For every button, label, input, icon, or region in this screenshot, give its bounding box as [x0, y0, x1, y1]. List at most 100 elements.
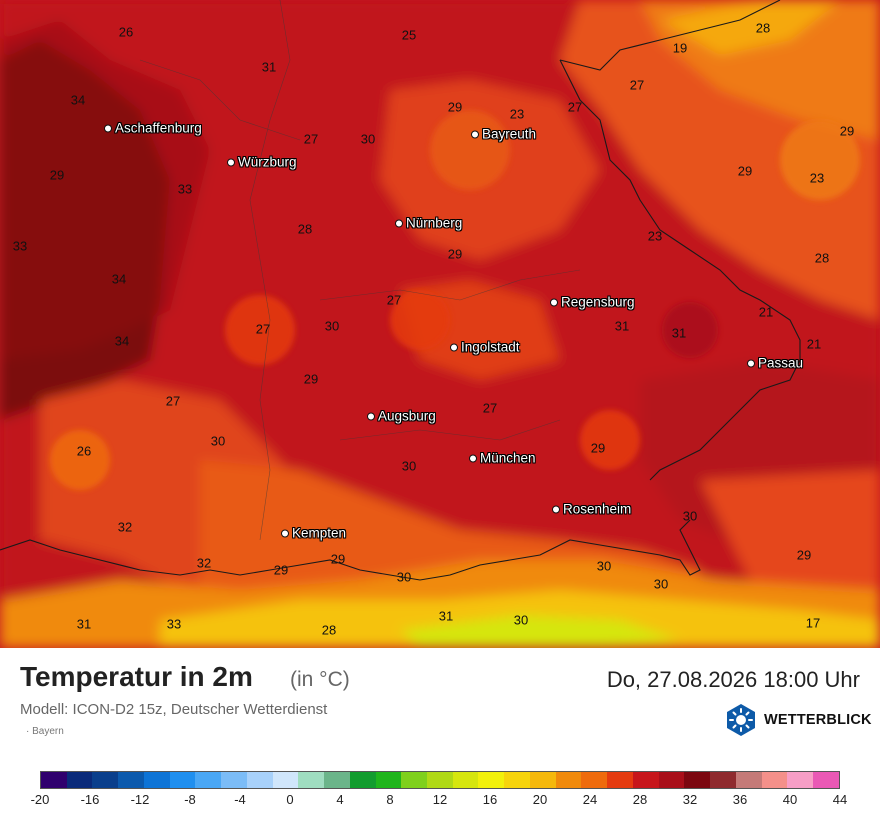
- city-dot-icon: [104, 124, 112, 132]
- unit-label: (in °C): [290, 668, 350, 691]
- legend-tick-label: 24: [582, 792, 598, 807]
- city-name: Würzburg: [238, 154, 297, 170]
- temperature-value: 34: [111, 271, 127, 287]
- legend-swatch: [169, 772, 196, 788]
- city-marker: Rosenheim: [552, 502, 631, 517]
- legend-tick-label: 16: [482, 792, 498, 807]
- temperature-value: 23: [647, 228, 663, 244]
- legend-swatch: [195, 772, 222, 788]
- temperature-value: 28: [755, 20, 771, 36]
- city-marker: Nürnberg: [395, 216, 462, 231]
- legend-tick-label: 4: [336, 792, 344, 807]
- city-dot-icon: [747, 359, 755, 367]
- temperature-value: 26: [118, 24, 134, 40]
- temperature-value: 28: [814, 250, 830, 266]
- city-name: Regensburg: [561, 294, 635, 310]
- legend-swatch: [324, 772, 350, 788]
- temperature-value: 29: [447, 246, 463, 262]
- city-name: Augsburg: [378, 408, 436, 424]
- legend-tick-label: -16: [80, 792, 100, 807]
- city-marker: München: [469, 451, 536, 466]
- city-dot-icon: [227, 158, 235, 166]
- temperature-value: 33: [166, 616, 182, 632]
- temperature-value: 30: [396, 569, 412, 585]
- legend-tick-label: 44: [832, 792, 848, 807]
- legend-swatch: [581, 772, 608, 788]
- city-dot-icon: [550, 298, 558, 306]
- wetterblick-logo: WETTERBLICK: [724, 703, 872, 737]
- temperature-value: 17: [805, 615, 821, 631]
- temperature-value: 29: [839, 123, 855, 139]
- legend-swatch: [427, 772, 453, 788]
- city-name: München: [480, 450, 536, 466]
- temperature-value: 31: [614, 318, 630, 334]
- temperature-value: 29: [447, 99, 463, 115]
- legend-swatch: [658, 772, 685, 788]
- temperature-value: 19: [672, 40, 688, 56]
- legend-swatch: [349, 772, 376, 788]
- legend-swatch: [813, 772, 839, 788]
- city-marker: Kempten: [281, 526, 346, 541]
- temperature-value: 31: [671, 325, 687, 341]
- temperature-value: 27: [165, 393, 181, 409]
- legend-tick-label: 36: [732, 792, 748, 807]
- legend-swatch: [246, 772, 273, 788]
- temperature-value: 30: [360, 131, 376, 147]
- temperature-value: 27: [482, 400, 498, 416]
- legend-tick-label: 40: [782, 792, 798, 807]
- legend-swatch: [529, 772, 556, 788]
- legend-tick-label: -8: [184, 792, 196, 807]
- legend-swatch: [221, 772, 247, 788]
- temperature-value: 33: [177, 181, 193, 197]
- city-dot-icon: [552, 505, 560, 513]
- temperature-value: 28: [297, 221, 313, 237]
- city-dot-icon: [471, 130, 479, 138]
- temperature-value: 30: [596, 558, 612, 574]
- temperature-value: 29: [49, 167, 65, 183]
- legend-tick-label: 8: [386, 792, 394, 807]
- legend-swatch: [272, 772, 299, 788]
- legend-swatch: [555, 772, 582, 788]
- legend-swatch: [710, 772, 736, 788]
- temperature-value: 30: [401, 458, 417, 474]
- temperature-value: 27: [303, 131, 319, 147]
- legend-swatch: [504, 772, 530, 788]
- temperature-value: 21: [806, 336, 822, 352]
- legend-tick-label: 12: [432, 792, 448, 807]
- city-marker: Bayreuth: [471, 127, 536, 142]
- region-label: · Bayern: [26, 726, 64, 737]
- city-name: Rosenheim: [563, 501, 632, 517]
- city-name: Ingolstadt: [461, 339, 520, 355]
- temperature-value: 23: [509, 106, 525, 122]
- legend-tick-label: 20: [532, 792, 548, 807]
- map-title: Temperatur in 2m: [20, 661, 253, 692]
- legend-swatch: [684, 772, 711, 788]
- legend-tick-label: 0: [286, 792, 294, 807]
- temperature-value: 27: [629, 77, 645, 93]
- city-marker: Regensburg: [550, 295, 635, 310]
- city-marker: Würzburg: [227, 155, 297, 170]
- temperature-field: [0, 0, 880, 648]
- city-dot-icon: [281, 529, 289, 537]
- legend-swatch: [735, 772, 762, 788]
- city-dot-icon: [367, 412, 375, 420]
- sun-logo-icon: [727, 704, 755, 736]
- legend-swatch: [787, 772, 814, 788]
- legend-swatch: [761, 772, 788, 788]
- temperature-value: 34: [70, 92, 86, 108]
- temperature-value: 25: [401, 27, 417, 43]
- legend-swatch: [298, 772, 325, 788]
- forecast-datetime: Do, 27.08.2026 18:00 Uhr: [606, 667, 860, 692]
- model-source: Modell: ICON-D2 15z, Deutscher Wetterdie…: [20, 701, 328, 718]
- color-legend: [40, 771, 840, 789]
- temperature-value: 32: [117, 519, 133, 535]
- city-dot-icon: [469, 454, 477, 462]
- border-lines: [0, 0, 801, 581]
- temperature-value: 30: [324, 318, 340, 334]
- city-marker: Passau: [747, 356, 803, 371]
- temperature-value: 27: [386, 292, 402, 308]
- legend-swatch: [401, 772, 428, 788]
- temperature-value: 27: [255, 321, 271, 337]
- temperature-value: 29: [590, 440, 606, 456]
- legend-tick-label: -20: [30, 792, 50, 807]
